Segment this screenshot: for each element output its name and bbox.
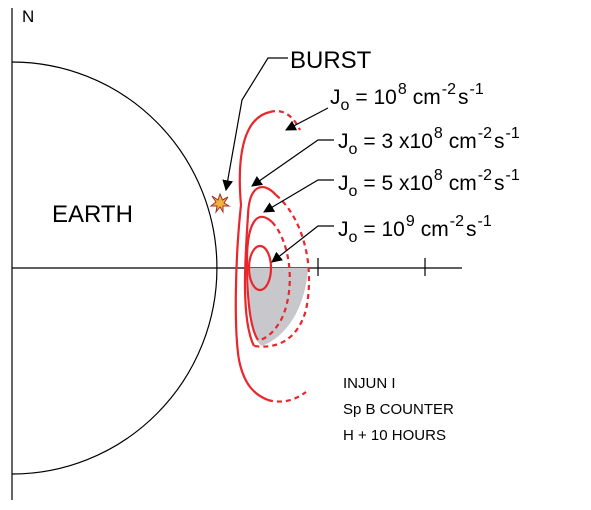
label-part: -1 <box>478 213 492 230</box>
contour-label: Jo = 109 cm-2s-1 <box>338 213 492 246</box>
caption-line: INJUN I <box>343 375 396 392</box>
contour-outer <box>236 112 270 400</box>
caption-line: Sp B COUNTER <box>343 401 454 418</box>
shaded-region <box>249 268 308 346</box>
label-part: -1 <box>506 167 520 184</box>
caption-line: H + 10 HOURS <box>343 427 446 444</box>
label-part: = 3 x10 <box>363 130 432 153</box>
label-part: -2 <box>478 125 492 142</box>
earth-label: EARTH <box>52 201 133 228</box>
label-part: o <box>349 229 358 246</box>
label-part: J <box>330 86 341 109</box>
contour-outer-dashed <box>270 111 300 130</box>
contour-label: Jo = 108 cm-2s-1 <box>330 81 484 114</box>
burst-leader <box>226 58 288 190</box>
label-part: s <box>494 172 505 195</box>
label-part: 8 <box>434 125 443 142</box>
label-part: s <box>466 218 477 241</box>
label-part: 8 <box>434 167 443 184</box>
label-part: = 5 x10 <box>363 172 432 195</box>
axis-label: N <box>22 7 34 26</box>
contour-label: Jo = 3 x108 cm-2s-1 <box>338 125 520 158</box>
label-part: J <box>338 172 349 195</box>
burst-label: BURST <box>290 47 372 74</box>
label-part: -2 <box>450 213 464 230</box>
label-part: J <box>338 218 349 241</box>
caption: INJUN I Sp B COUNTER H + 10 HOURS <box>343 375 454 444</box>
label-part: 9 <box>406 213 415 230</box>
contour-label: Jo = 5 x108 cm-2s-1 <box>338 167 520 200</box>
label-part: o <box>349 183 358 200</box>
label-part: J <box>338 130 349 153</box>
label-part: s <box>494 130 505 153</box>
label-part: = 10 <box>363 218 404 241</box>
label-part: cm <box>449 172 477 195</box>
label-part: -1 <box>506 125 520 142</box>
label-part: cm <box>413 86 441 109</box>
burst-icon <box>211 194 229 212</box>
label-part: -2 <box>478 167 492 184</box>
leader-line <box>252 140 334 186</box>
label-part: -1 <box>470 81 484 98</box>
label-part: = 10 <box>355 86 396 109</box>
leader-line <box>264 180 334 212</box>
leader-line <box>272 226 334 262</box>
label-part: 8 <box>398 81 407 98</box>
diagram: N EARTH BURST INJUN I Sp B COUNTER H + 1… <box>0 0 591 510</box>
contour-outer-dashed <box>268 392 306 402</box>
label-part: s <box>458 86 469 109</box>
page: N EARTH BURST INJUN I Sp B COUNTER H + 1… <box>0 0 591 510</box>
leader-line <box>286 108 328 130</box>
label-part: o <box>349 141 358 158</box>
label-part: o <box>341 97 350 114</box>
label-part: cm <box>449 130 477 153</box>
label-part: -2 <box>442 81 456 98</box>
label-part: cm <box>421 218 449 241</box>
